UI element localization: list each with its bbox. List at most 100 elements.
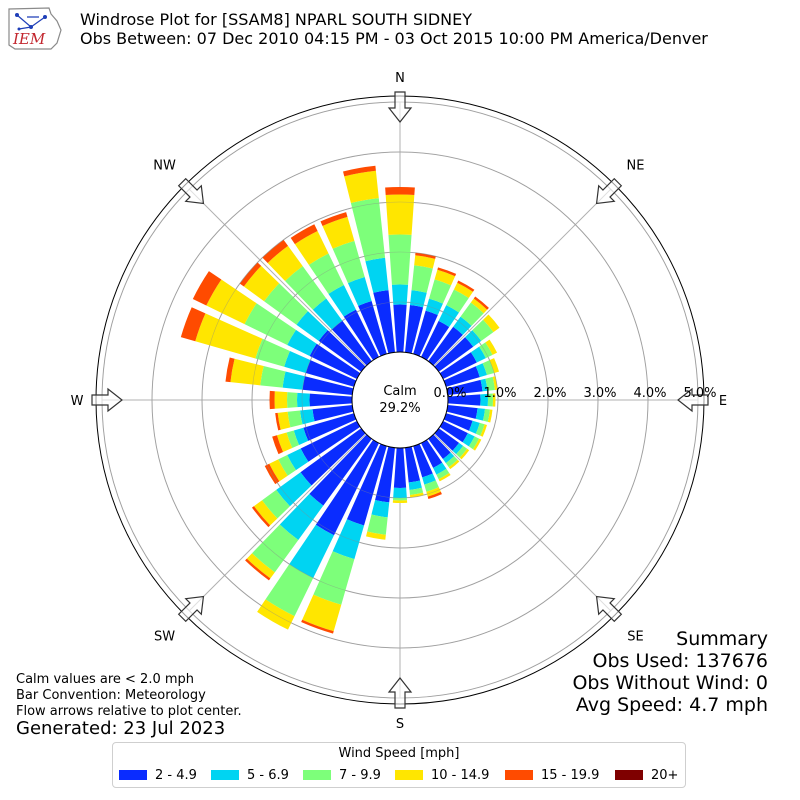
ring-label: 5.0% <box>683 386 716 401</box>
legend-swatch <box>395 770 423 780</box>
bar-segment <box>276 432 293 453</box>
compass-label: NW <box>153 159 176 174</box>
bar-segment <box>300 428 366 486</box>
bar-segment <box>434 428 460 451</box>
bar-segment <box>409 487 424 495</box>
bar-segment <box>290 224 318 245</box>
bar-segment <box>392 497 408 501</box>
summary-title: Summary <box>676 628 768 650</box>
bar-segment <box>446 289 469 313</box>
bar-segment <box>470 298 488 314</box>
bar-segment <box>287 448 309 471</box>
grid-ring-overlay <box>301 301 499 499</box>
grid-ring-overlay <box>251 251 549 549</box>
bar-segment <box>428 434 451 460</box>
bar-segment <box>475 422 485 436</box>
bar-segment <box>365 257 389 293</box>
bar-segment <box>243 265 280 302</box>
bar-segment <box>375 446 395 503</box>
bar-segment <box>225 357 235 383</box>
bar-segment <box>322 216 355 249</box>
bar-segment <box>468 436 480 450</box>
legend-item: 7 - 9.9 <box>303 767 381 783</box>
bar-segment <box>448 459 460 470</box>
compass-label: NE <box>626 159 644 174</box>
grid-ring-overlay <box>151 151 649 649</box>
bar-segment <box>459 448 470 460</box>
bar-segment <box>470 346 486 363</box>
calm-note: Calm values are < 2.0 mph <box>16 672 195 687</box>
bar-segment <box>343 165 376 177</box>
bar-segment <box>445 456 458 468</box>
bar-segment <box>253 500 278 526</box>
bar-segment <box>366 531 386 540</box>
bar-segment <box>415 252 436 259</box>
bar-segment <box>303 413 357 441</box>
bar-segment <box>300 421 361 462</box>
bar-convention-note: Bar Convention: Meteorology <box>16 688 206 703</box>
bar-segment <box>287 392 298 408</box>
bar-segment <box>347 276 372 306</box>
grid-ring-overlay <box>201 201 599 599</box>
bar-segment <box>278 455 296 476</box>
axis-labels: N NE E SE S SW W NW 0.0% 1.0% 2.0% 3.0% 4.0% 5.0% <box>71 71 728 732</box>
iem-logo: IEM <box>8 7 62 50</box>
bar-segment <box>332 240 365 284</box>
legend-label: 5 - 6.9 <box>247 767 289 783</box>
bar-segment <box>489 358 500 373</box>
bar-segment <box>447 394 481 406</box>
bar-segment <box>392 500 408 503</box>
bar-segment <box>332 519 365 560</box>
bar-segment <box>465 330 482 347</box>
ring-label: 3.0% <box>583 386 616 401</box>
bar-segment <box>411 265 433 293</box>
bar-segment <box>309 343 361 379</box>
ring-label: 1.0% <box>483 386 516 401</box>
bar-segment <box>373 290 395 354</box>
calm-label: Calm <box>383 384 416 399</box>
bar-segment <box>302 594 342 632</box>
bar-segment <box>482 408 491 422</box>
bar-segment <box>428 326 463 366</box>
bar-segment <box>480 393 488 407</box>
bar-segment <box>434 269 456 286</box>
bar-segment <box>230 358 264 386</box>
compass-label: W <box>71 394 84 409</box>
bar-segment <box>443 413 473 431</box>
svg-text:IEM: IEM <box>12 30 46 48</box>
bar-segment <box>443 366 480 387</box>
flow-note: Flow arrows relative to plot center. <box>16 704 242 719</box>
bar-segment <box>260 366 286 388</box>
legend-item: 5 - 6.9 <box>211 767 289 783</box>
bar-segment <box>315 439 379 536</box>
legend-swatch <box>303 770 331 780</box>
bar-segment <box>294 231 329 265</box>
bar-segment <box>255 338 290 367</box>
bar-segment <box>393 447 407 488</box>
bar-segment <box>457 280 475 292</box>
calm-value: 29.2% <box>379 401 420 416</box>
bar-segment <box>414 255 436 269</box>
bar-segment <box>312 405 354 422</box>
flow-arrow <box>91 387 123 413</box>
bar-segment <box>371 499 390 518</box>
bar-segment <box>282 371 305 390</box>
bar-segment <box>485 376 495 391</box>
bar-segment <box>453 316 472 335</box>
legend-swatch <box>615 770 643 780</box>
bar-segment <box>284 350 311 373</box>
flow-arrow <box>177 177 205 205</box>
flow-arrow <box>387 677 413 709</box>
bar-segment <box>487 393 493 407</box>
bar-segment <box>460 302 484 326</box>
bar-segment <box>391 284 409 305</box>
legend-label: 7 - 9.9 <box>339 767 381 783</box>
legend-swatch <box>119 770 147 780</box>
bar-segment <box>473 296 489 310</box>
compass-label: E <box>719 394 727 409</box>
bar-segment <box>267 245 303 281</box>
legend-swatch <box>505 770 533 780</box>
bar-segment <box>408 480 422 491</box>
bar-segment <box>413 443 433 478</box>
bar-segment <box>350 198 386 262</box>
